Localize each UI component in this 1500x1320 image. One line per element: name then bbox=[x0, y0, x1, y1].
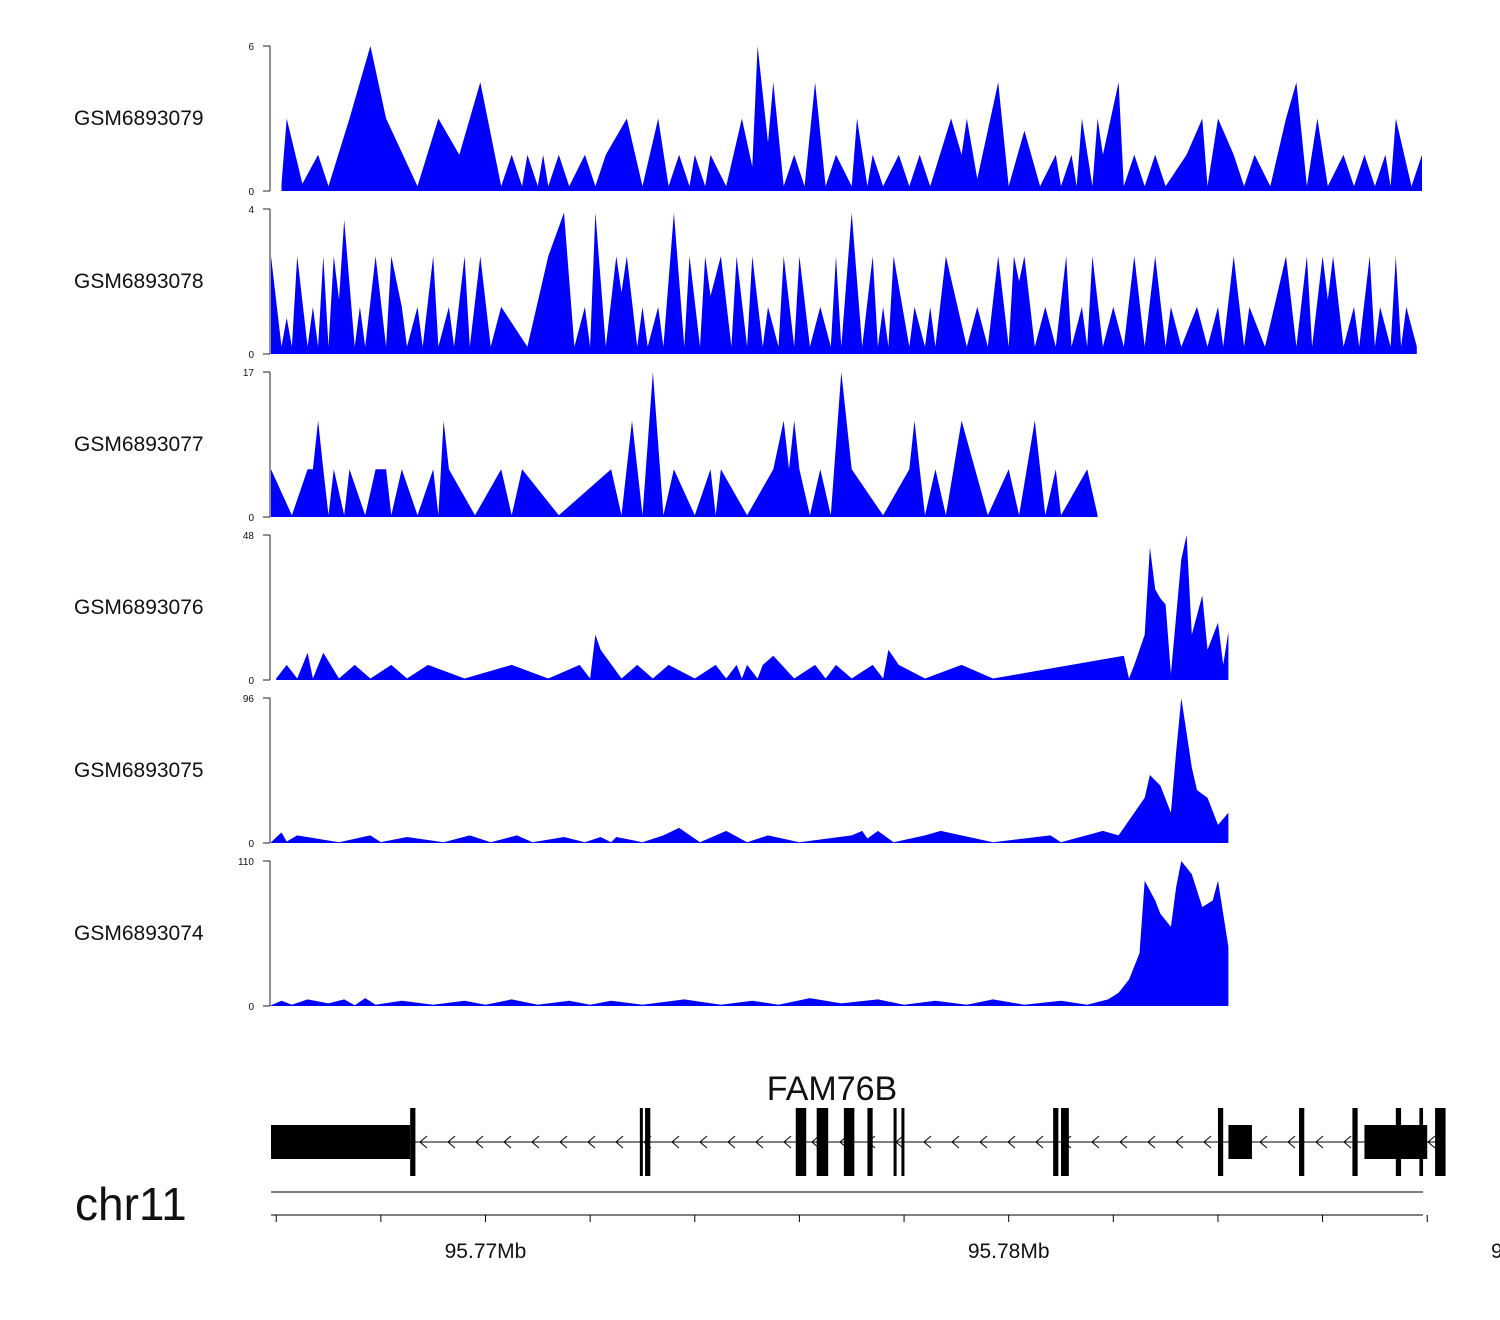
strand-arrow bbox=[1175, 1135, 1184, 1149]
strand-arrow bbox=[923, 1135, 932, 1149]
gene-exon bbox=[816, 1108, 829, 1176]
strand-arrow bbox=[419, 1135, 428, 1149]
strand-arrow bbox=[1287, 1135, 1296, 1149]
y-tick-max-label: 17 bbox=[243, 368, 255, 379]
y-tick-min-label: 0 bbox=[248, 839, 254, 850]
y-tick-max-label: 110 bbox=[238, 857, 254, 868]
gene-exon bbox=[1435, 1108, 1446, 1176]
axis-tick-label: 95.79Mb bbox=[1491, 1240, 1500, 1263]
y-tick-max-label: 48 bbox=[243, 531, 255, 542]
strand-arrow bbox=[475, 1135, 484, 1149]
strand-arrow bbox=[1119, 1135, 1128, 1149]
track-label: GSM6893078 bbox=[74, 270, 204, 293]
track-GSM6893074: GSM6893074 110 0 bbox=[74, 857, 1229, 1013]
y-tick-max-label: 6 bbox=[248, 42, 254, 53]
strand-arrow bbox=[1007, 1135, 1016, 1149]
y-tick-min-label: 0 bbox=[248, 187, 254, 198]
strand-arrow bbox=[1035, 1135, 1044, 1149]
gene-utr-block bbox=[271, 1125, 411, 1159]
strand-arrow bbox=[1203, 1135, 1212, 1149]
gene-exon bbox=[901, 1108, 905, 1176]
y-tick-max-label: 96 bbox=[243, 694, 255, 705]
gene-exon bbox=[1299, 1108, 1305, 1176]
track-label: GSM6893079 bbox=[74, 107, 204, 130]
strand-arrow bbox=[587, 1135, 596, 1149]
track-GSM6893075: GSM6893075 96 0 bbox=[74, 694, 1229, 850]
gene-exon bbox=[795, 1108, 807, 1176]
axis-tick-label: 95.78Mb bbox=[968, 1240, 1050, 1263]
gene-exon bbox=[1217, 1108, 1224, 1176]
strand-arrow bbox=[531, 1135, 540, 1149]
strand-arrow bbox=[783, 1135, 792, 1149]
gene-exon bbox=[1228, 1125, 1252, 1159]
gene-exon bbox=[1061, 1108, 1069, 1176]
track-GSM6893076: GSM6893076 48 0 bbox=[74, 531, 1229, 687]
strand-arrow bbox=[755, 1135, 764, 1149]
y-tick-min-label: 0 bbox=[248, 1002, 254, 1013]
coverage-area-GSM6893079 bbox=[281, 46, 1422, 191]
chromosome-label: chr11 bbox=[75, 1178, 187, 1230]
strand-arrow bbox=[559, 1135, 568, 1149]
strand-arrow bbox=[615, 1135, 624, 1149]
track-label: GSM6893077 bbox=[74, 433, 204, 456]
gene-exon bbox=[410, 1108, 416, 1176]
strand-arrow bbox=[1343, 1135, 1352, 1149]
coverage-area-GSM6893076 bbox=[276, 535, 1229, 680]
y-tick-min-label: 0 bbox=[248, 513, 254, 524]
strand-arrow bbox=[1091, 1135, 1100, 1149]
strand-arrow bbox=[447, 1135, 456, 1149]
y-tick-min-label: 0 bbox=[248, 676, 254, 687]
gene-exon bbox=[893, 1108, 897, 1176]
genome-axis: chr11 95.77Mb 95.78Mb 95.79Mb bbox=[75, 1178, 1500, 1263]
strand-arrow bbox=[727, 1135, 736, 1149]
strand-arrow bbox=[503, 1135, 512, 1149]
track-label: GSM6893076 bbox=[74, 596, 204, 619]
gene-name-label: FAM76B bbox=[767, 1070, 897, 1108]
track-GSM6893079: GSM6893079 6 0 bbox=[74, 42, 1422, 198]
strand-arrow bbox=[1315, 1135, 1324, 1149]
gene-exon bbox=[639, 1108, 643, 1176]
track-GSM6893077: GSM6893077 17 0 bbox=[74, 368, 1098, 524]
track-label: GSM6893075 bbox=[74, 759, 204, 782]
strand-arrow bbox=[699, 1135, 708, 1149]
strand-arrow bbox=[979, 1135, 988, 1149]
gene-exon bbox=[645, 1108, 651, 1176]
track-GSM6893078: GSM6893078 4 0 bbox=[74, 205, 1417, 361]
y-tick-max-label: 4 bbox=[248, 205, 254, 216]
gene-exon bbox=[843, 1108, 855, 1176]
track-label: GSM6893074 bbox=[74, 922, 204, 945]
gene-exon bbox=[1364, 1125, 1428, 1159]
y-tick-min-label: 0 bbox=[248, 350, 254, 361]
strand-arrow bbox=[811, 1135, 820, 1149]
gene-exon bbox=[1395, 1108, 1402, 1176]
coverage-tracks: GSM689307960GSM689307840GSM6893077170GSM… bbox=[74, 42, 1422, 1013]
coverage-area-GSM6893074 bbox=[271, 861, 1229, 1006]
gene-exon bbox=[1053, 1108, 1059, 1176]
gene-exon bbox=[1419, 1108, 1424, 1176]
axis-tick-label: 95.77Mb bbox=[445, 1240, 527, 1263]
strand-arrow bbox=[951, 1135, 960, 1149]
strand-arrow bbox=[1147, 1135, 1156, 1149]
coverage-area-GSM6893078 bbox=[271, 212, 1417, 354]
strand-arrow bbox=[1427, 1135, 1436, 1149]
coverage-area-GSM6893077 bbox=[271, 372, 1098, 517]
coverage-area-GSM6893075 bbox=[271, 698, 1229, 843]
strand-arrow bbox=[671, 1135, 680, 1149]
gene-exon bbox=[1352, 1108, 1358, 1176]
gene-track: FAM76B bbox=[271, 1070, 1446, 1176]
strand-arrow bbox=[1259, 1135, 1268, 1149]
gene-exon bbox=[867, 1108, 873, 1176]
